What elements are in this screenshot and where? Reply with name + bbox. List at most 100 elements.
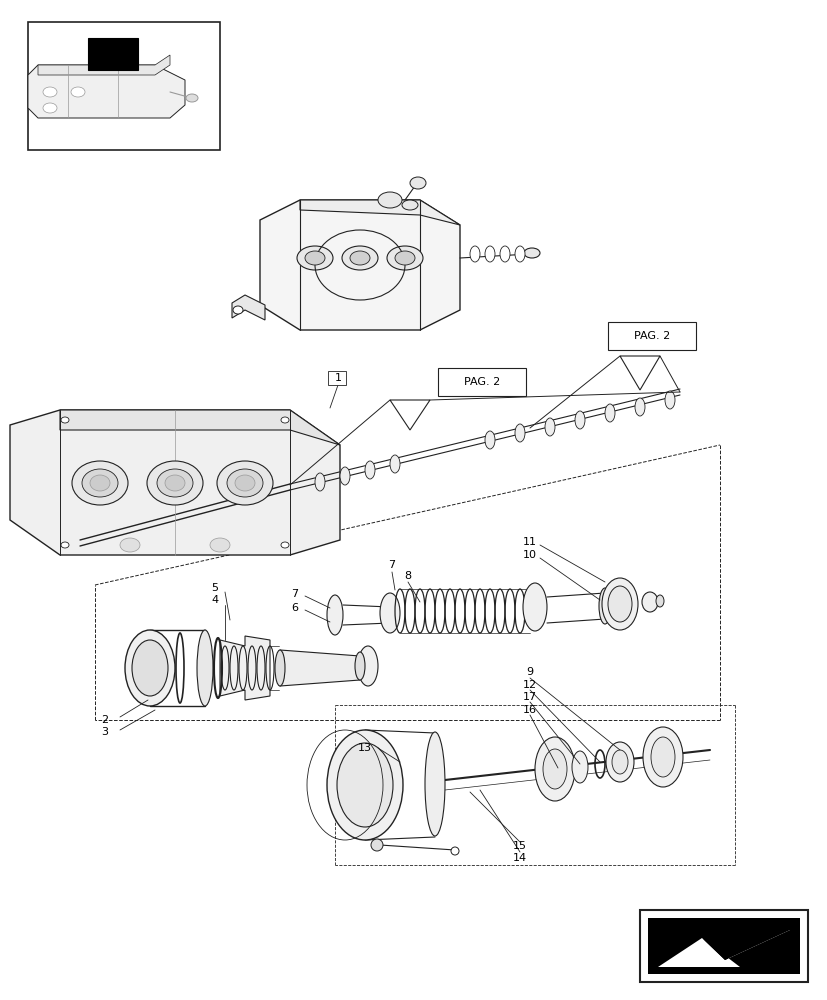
- Text: 7: 7: [388, 560, 395, 570]
- Ellipse shape: [650, 737, 674, 777]
- Ellipse shape: [607, 586, 631, 622]
- Ellipse shape: [327, 730, 403, 840]
- Bar: [639, 910, 807, 982]
- Ellipse shape: [131, 640, 168, 696]
- Ellipse shape: [390, 455, 399, 473]
- Polygon shape: [28, 65, 184, 118]
- Text: 7: 7: [291, 589, 299, 599]
- Ellipse shape: [451, 847, 458, 855]
- Ellipse shape: [304, 251, 325, 265]
- Ellipse shape: [643, 727, 682, 787]
- Ellipse shape: [611, 750, 627, 774]
- Text: 17: 17: [523, 692, 537, 702]
- Ellipse shape: [378, 192, 402, 208]
- Bar: [28, 22, 220, 150]
- Text: 2: 2: [102, 715, 108, 725]
- Bar: [437, 368, 525, 396]
- Ellipse shape: [365, 461, 375, 479]
- Polygon shape: [60, 410, 340, 445]
- Polygon shape: [10, 410, 340, 555]
- Ellipse shape: [61, 417, 69, 423]
- Text: 6: 6: [291, 603, 299, 613]
- Ellipse shape: [380, 593, 399, 633]
- Ellipse shape: [523, 248, 539, 258]
- Text: PAG. 2: PAG. 2: [463, 377, 500, 387]
- Polygon shape: [280, 650, 360, 686]
- Text: 10: 10: [523, 550, 537, 560]
- Ellipse shape: [355, 652, 365, 680]
- Polygon shape: [38, 55, 170, 75]
- Ellipse shape: [280, 542, 289, 548]
- Ellipse shape: [402, 200, 418, 210]
- Ellipse shape: [370, 839, 383, 851]
- Text: 12: 12: [523, 680, 537, 690]
- Polygon shape: [299, 200, 460, 225]
- Text: 15: 15: [513, 841, 526, 851]
- Ellipse shape: [357, 646, 378, 686]
- Ellipse shape: [210, 538, 230, 552]
- Ellipse shape: [534, 737, 574, 801]
- Ellipse shape: [664, 391, 674, 409]
- Ellipse shape: [574, 411, 585, 429]
- Ellipse shape: [197, 630, 213, 706]
- Polygon shape: [657, 930, 789, 967]
- Ellipse shape: [340, 467, 350, 485]
- Text: 13: 13: [357, 743, 371, 753]
- Ellipse shape: [544, 418, 554, 436]
- Ellipse shape: [125, 630, 174, 706]
- Ellipse shape: [337, 743, 393, 827]
- Ellipse shape: [605, 404, 614, 422]
- Ellipse shape: [43, 103, 57, 113]
- Ellipse shape: [71, 87, 85, 97]
- Ellipse shape: [275, 650, 284, 686]
- Bar: [327, 371, 346, 385]
- Ellipse shape: [43, 87, 57, 97]
- Ellipse shape: [186, 94, 198, 102]
- Ellipse shape: [165, 475, 184, 491]
- Text: 1: 1: [334, 373, 341, 383]
- Ellipse shape: [227, 469, 263, 497]
- Ellipse shape: [543, 749, 566, 789]
- Ellipse shape: [120, 538, 140, 552]
- Ellipse shape: [147, 461, 203, 505]
- Polygon shape: [88, 38, 138, 70]
- Ellipse shape: [314, 473, 325, 491]
- Ellipse shape: [523, 583, 547, 631]
- Polygon shape: [701, 930, 789, 967]
- Text: 11: 11: [523, 537, 537, 547]
- Ellipse shape: [342, 246, 378, 270]
- Polygon shape: [390, 400, 429, 430]
- Ellipse shape: [297, 246, 332, 270]
- Ellipse shape: [605, 742, 633, 782]
- Ellipse shape: [485, 246, 495, 262]
- Ellipse shape: [90, 475, 110, 491]
- Text: 4: 4: [211, 595, 218, 605]
- Ellipse shape: [424, 732, 444, 836]
- Text: 16: 16: [523, 705, 537, 715]
- Ellipse shape: [514, 246, 524, 262]
- Polygon shape: [619, 356, 659, 390]
- Ellipse shape: [500, 246, 509, 262]
- Ellipse shape: [82, 469, 118, 497]
- Bar: [607, 322, 696, 350]
- Ellipse shape: [409, 177, 425, 189]
- Polygon shape: [648, 918, 799, 974]
- Ellipse shape: [72, 461, 128, 505]
- Ellipse shape: [386, 246, 423, 270]
- Ellipse shape: [280, 417, 289, 423]
- Text: 3: 3: [102, 727, 108, 737]
- Ellipse shape: [571, 751, 587, 783]
- Ellipse shape: [641, 592, 657, 612]
- Ellipse shape: [514, 424, 524, 442]
- Ellipse shape: [598, 588, 610, 624]
- Polygon shape: [220, 636, 270, 700]
- Ellipse shape: [157, 469, 193, 497]
- Text: PAG. 2: PAG. 2: [633, 331, 669, 341]
- Ellipse shape: [327, 595, 342, 635]
- Ellipse shape: [485, 431, 495, 449]
- Ellipse shape: [232, 306, 242, 314]
- Text: 8: 8: [404, 571, 411, 581]
- Ellipse shape: [470, 246, 480, 262]
- Text: 5: 5: [211, 583, 218, 593]
- Ellipse shape: [217, 461, 273, 505]
